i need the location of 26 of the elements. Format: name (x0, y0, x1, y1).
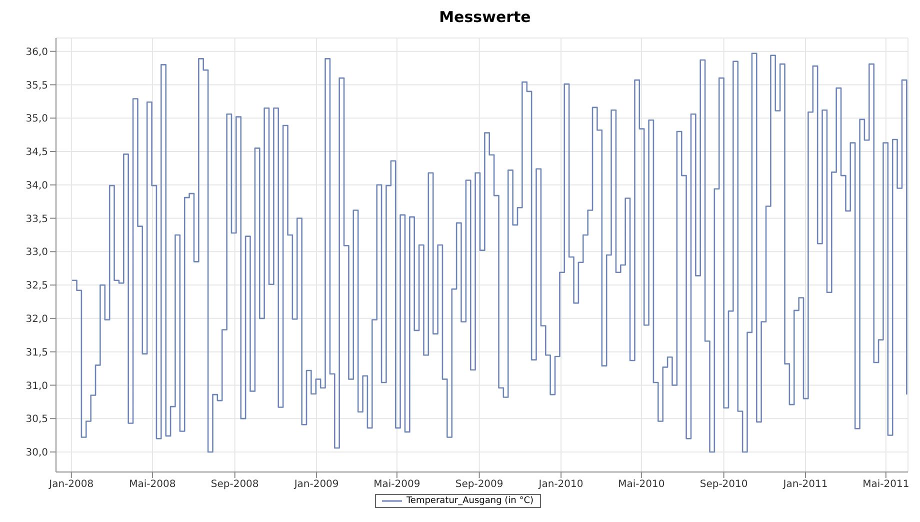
y-tick-label: 32,0 (26, 314, 48, 325)
x-tick-label: Mai-2009 (374, 479, 420, 490)
x-tick-label: Mai-2010 (618, 479, 665, 490)
y-tick-label: 31,5 (26, 347, 48, 358)
x-tick-label: Jan-2010 (538, 479, 584, 490)
x-tick-label: Mai-2008 (129, 479, 176, 490)
y-tick-label: 34,0 (26, 180, 48, 192)
y-tick-label: 35,5 (26, 80, 48, 92)
legend-label: Temperatur_Ausgang (in °C) (406, 496, 534, 506)
y-tick-label: 33,5 (26, 214, 48, 225)
y-tick-label: 34,5 (26, 147, 48, 158)
x-tick-label: Jan-2008 (48, 479, 94, 490)
x-tick-label: Jan-2009 (293, 479, 339, 490)
y-tick-label: 30,5 (26, 414, 48, 426)
y-tick-label: 35,0 (26, 114, 48, 125)
y-tick-label: 30,0 (26, 448, 48, 459)
y-tick-label: 36,0 (26, 46, 48, 58)
x-tick-label: Sep-2010 (700, 479, 748, 490)
y-tick-label: 31,0 (26, 380, 48, 392)
x-tick-label: Mai-2011 (862, 479, 910, 490)
y-tick-label: 33,0 (26, 247, 48, 258)
y-tick-label: 32,5 (26, 280, 48, 292)
x-tick-label: Sep-2009 (455, 479, 504, 490)
x-tick-label: Jan-2011 (782, 479, 828, 490)
chart-title: Messwerte (438, 8, 532, 28)
x-tick-label: Sep-2008 (210, 479, 259, 490)
